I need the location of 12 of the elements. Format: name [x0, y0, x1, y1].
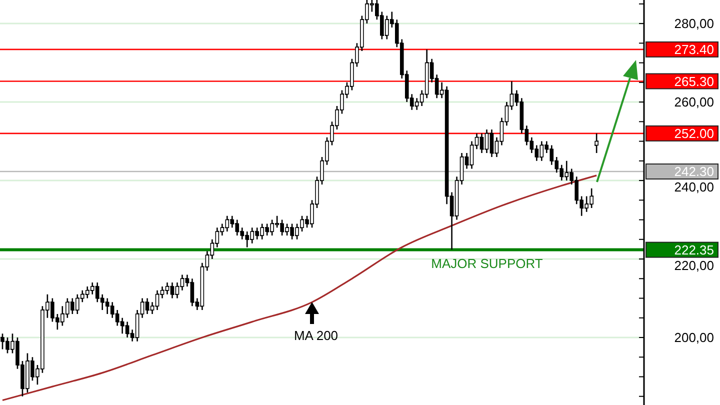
y-tick-label: 220,00 — [674, 258, 714, 273]
ref-line-label: 265.30 — [674, 74, 714, 89]
y-tick-label: 260,00 — [674, 94, 714, 110]
y-tick-label: 240,00 — [674, 180, 714, 195]
annotation: MA 200 — [294, 328, 338, 343]
y-tick-label: 200,00 — [674, 330, 714, 346]
ref-line-label: 252.00 — [674, 126, 714, 142]
annotation: MAJOR SUPPORT — [431, 256, 543, 271]
ref-line-label: 273.40 — [674, 42, 714, 58]
y-tick-label: 280,00 — [674, 16, 714, 32]
ref-line-label: 242.30 — [674, 164, 714, 180]
ref-line-label: 222.35 — [674, 242, 714, 258]
